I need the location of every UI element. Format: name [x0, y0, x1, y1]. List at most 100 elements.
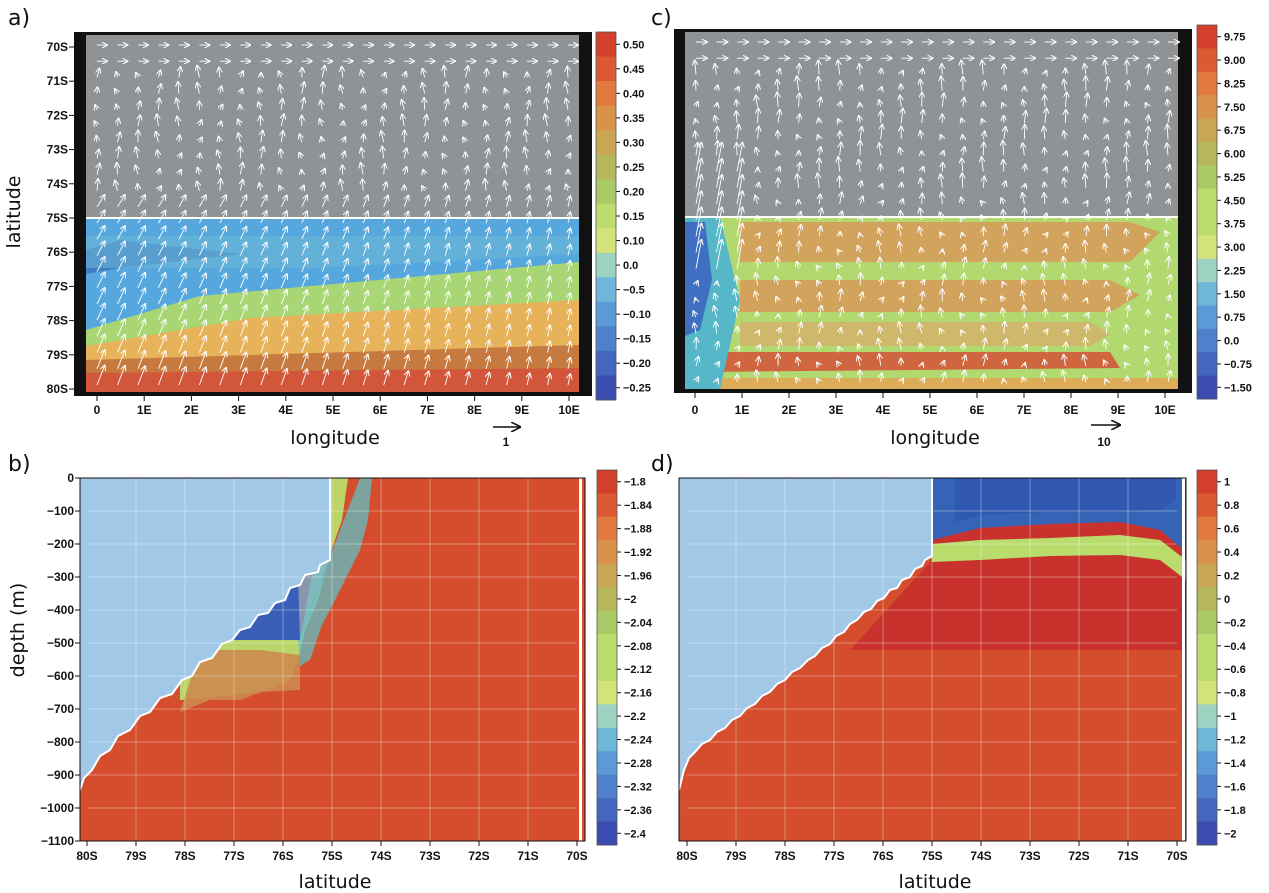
vector-arrow: [963, 98, 965, 107]
vector-arrow: [1024, 249, 1026, 253]
vector-arrow: [881, 201, 884, 204]
vector-arrow: [775, 277, 778, 285]
vector-arrow: [384, 89, 387, 94]
vector-arrow: [1126, 119, 1127, 123]
vector-arrow: [1126, 157, 1127, 172]
x-tick-label: 4E: [278, 403, 293, 417]
vector-arrow: [1147, 310, 1148, 318]
vector-arrow: [1023, 143, 1025, 156]
vector-arrow: [219, 211, 226, 224]
vector-arrow: [198, 242, 205, 256]
vector-arrow: [695, 81, 696, 91]
vector-arrow: [280, 353, 287, 369]
vector-arrow: [137, 226, 145, 240]
vector-arrow: [1106, 135, 1107, 139]
colorbar-swatch: [596, 277, 616, 303]
y-tick-label: −1100: [41, 834, 74, 848]
vector-arrow: [1065, 314, 1067, 317]
panel-a-field: [86, 217, 579, 392]
vector-arrow: [920, 306, 921, 318]
vector-arrow: [778, 69, 780, 75]
vector-arrow: [321, 338, 327, 353]
vector-arrow: [983, 131, 984, 140]
vector-arrow: [486, 149, 489, 159]
colorbar-label: −1.8: [1224, 805, 1246, 817]
vector-arrow: [527, 277, 530, 288]
vector-arrow: [301, 306, 307, 321]
vector-arrow: [504, 181, 506, 191]
vector-arrow: [260, 274, 267, 289]
x-tick-label: 79S: [725, 849, 746, 863]
panel-a-vectors: [94, 45, 577, 386]
colorbar-label: −2.16: [624, 688, 652, 700]
vector-arrow: [384, 164, 385, 175]
x-tick-label: 79S: [125, 849, 146, 863]
vector-arrow: [198, 367, 205, 386]
x-tick-label: 5E: [923, 403, 938, 417]
vector-arrow: [545, 114, 548, 127]
x-tick-label: 2E: [782, 403, 797, 417]
panel-a-x-ticks: 0 1E 2E 3E 4E 5E 6E 7E 8E 9E 10E: [94, 396, 580, 417]
colorbar-label: −1.8: [624, 477, 646, 489]
colorbar-swatch: [597, 821, 617, 846]
vector-arrow: [901, 84, 902, 91]
vector-arrow: [117, 273, 124, 289]
vector-arrow: [302, 186, 304, 191]
vector-arrow: [901, 297, 903, 301]
colorbar-label: 0.30: [623, 137, 644, 149]
vector-arrow: [1106, 209, 1108, 221]
vector-arrow: [778, 217, 779, 220]
vector-arrow: [362, 227, 368, 240]
vector-arrow: [838, 250, 840, 253]
colorbar-label: −2.12: [624, 664, 652, 676]
vector-arrow: [860, 127, 862, 140]
vector-arrow: [736, 240, 742, 269]
vector-arrow: [899, 225, 902, 237]
x-tick-label: 9E: [514, 403, 529, 417]
vector-arrow: [859, 116, 860, 124]
vector-arrow: [239, 227, 246, 240]
vector-arrow: [527, 196, 530, 208]
colorbar-swatch: [1197, 610, 1217, 635]
vector-arrow: [1166, 243, 1168, 253]
vector-arrow: [1064, 355, 1066, 366]
colorbar-label: 9.75: [1224, 32, 1245, 44]
vector-arrow: [443, 154, 446, 159]
vector-arrow: [568, 212, 570, 224]
panel-b-ice-shelf-edge: [79, 478, 331, 791]
vector-arrow: [548, 151, 549, 159]
vector-arrow: [402, 114, 404, 127]
vector-arrow: [858, 344, 860, 349]
vector-arrow: [777, 93, 778, 107]
vector-arrow: [1168, 69, 1170, 74]
vector-arrow: [756, 96, 758, 107]
vector-arrow: [963, 355, 966, 366]
vector-arrow: [466, 196, 469, 208]
vector-arrow: [1064, 80, 1066, 91]
colorbar-swatch: [1197, 563, 1217, 588]
colorbar-label: −1.92: [624, 547, 652, 559]
vector-arrow: [466, 340, 469, 353]
vector-arrow: [879, 327, 880, 334]
vector-arrow: [819, 306, 821, 318]
vector-arrow: [299, 134, 301, 143]
vector-arrow: [424, 340, 429, 353]
vector-arrow: [818, 247, 819, 253]
vector-arrow: [1106, 174, 1107, 188]
vector-arrow: [817, 363, 819, 366]
vector-arrow: [137, 242, 145, 256]
vector-arrow: [1065, 167, 1066, 172]
vector-arrow: [1127, 290, 1130, 302]
colorbar-swatch: [1197, 212, 1217, 236]
vector-arrow: [796, 282, 799, 285]
panel-d: d) 80S 79S 78S 77S 76S 75S 74S 73S 72S 71S 70S lat…: [651, 452, 1247, 893]
vector-arrow: [486, 69, 487, 78]
colorbar-label: −1.88: [624, 524, 652, 536]
vector-arrow: [342, 227, 348, 240]
panel-b-xlabel: latitude: [299, 871, 372, 893]
vector-arrow: [383, 275, 388, 289]
vector-arrow: [1024, 184, 1025, 188]
vector-arrow: [97, 150, 99, 159]
vector-arrow: [901, 199, 903, 204]
vector-arrow: [137, 366, 145, 386]
